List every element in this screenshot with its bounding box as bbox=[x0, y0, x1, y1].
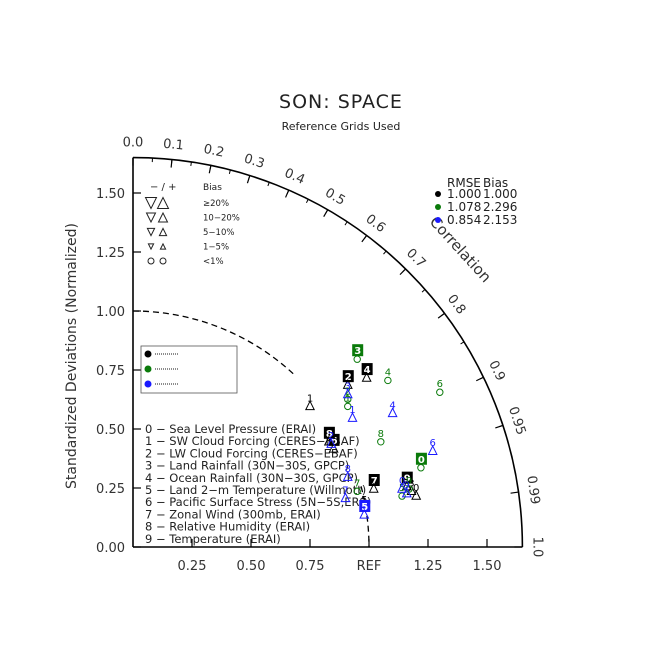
bias-legend-up-triangle bbox=[159, 213, 168, 222]
corr-minor-tick bbox=[441, 313, 444, 315]
bias-legend-up-triangle bbox=[158, 198, 169, 209]
bias-legend-label: 5−10% bbox=[203, 228, 234, 238]
chart-title: SON: SPACE bbox=[279, 91, 403, 113]
y-tick-label: 0.00 bbox=[96, 541, 125, 556]
case-legend-rmse: 1.078 bbox=[447, 200, 481, 214]
corr-minor-tick bbox=[422, 289, 425, 292]
corr-minor-tick bbox=[364, 235, 366, 238]
case-legend-dot bbox=[435, 204, 441, 210]
data-point-label: 7 bbox=[342, 485, 348, 496]
data-point-label: 1 bbox=[307, 393, 313, 404]
corr-tick-label: 0.5 bbox=[322, 186, 347, 209]
data-point-label: 6 bbox=[430, 438, 436, 449]
y-tick-label: 1.25 bbox=[96, 246, 125, 261]
bias-legend-down-triangle bbox=[148, 244, 153, 249]
corr-tick-label: 0.6 bbox=[363, 212, 389, 236]
x-tick-label: 1.50 bbox=[473, 559, 502, 574]
case-legend-bias: 1.000 bbox=[483, 187, 517, 201]
y-tick-label: 0.25 bbox=[96, 482, 125, 497]
case-legend-dot bbox=[435, 217, 441, 223]
data-point-label: 4 bbox=[389, 400, 395, 411]
bias-legend-header-right: Bias bbox=[203, 183, 222, 193]
x-tick-label: REF bbox=[357, 559, 382, 574]
x-tick-label: 0.50 bbox=[237, 559, 266, 574]
bias-legend-down-triangle bbox=[146, 198, 157, 209]
corr-tick-label: 0.4 bbox=[282, 166, 307, 188]
data-point-label: 2 bbox=[328, 431, 334, 442]
case-legend-rmse: 0.854 bbox=[447, 213, 481, 227]
case-name-legend-dot bbox=[145, 351, 152, 358]
case-legend-dot bbox=[435, 191, 441, 197]
data-point-label: 3 bbox=[345, 382, 351, 393]
bias-legend-label: ≥20% bbox=[203, 199, 229, 209]
bias-legend-label: <1% bbox=[203, 257, 224, 267]
corr-minor-tick bbox=[249, 176, 250, 180]
chart-subtitle: Reference Grids Used bbox=[282, 120, 401, 133]
bias-legend-circle bbox=[148, 258, 154, 264]
case-name-legend-dot bbox=[145, 381, 152, 388]
y-tick-label: 1.00 bbox=[96, 305, 125, 320]
case-legend-rmse: 1.000 bbox=[447, 187, 481, 201]
case-name-legend-dot bbox=[145, 366, 152, 373]
bias-legend-header: − / + bbox=[150, 182, 176, 193]
corr-minor-tick bbox=[326, 210, 328, 213]
bias-legend-circle bbox=[160, 258, 166, 264]
bias-legend-up-triangle bbox=[160, 244, 165, 249]
corr-minor-tick bbox=[345, 222, 347, 225]
case-legend-bias: 2.296 bbox=[483, 200, 517, 214]
data-point-label: 9 bbox=[404, 481, 410, 492]
x-tick-label: 0.25 bbox=[178, 559, 207, 574]
data-point-label: 1 bbox=[349, 405, 355, 416]
corr-tick bbox=[511, 492, 519, 493]
y-tick-label: 0.75 bbox=[96, 364, 125, 379]
data-point-label: 8 bbox=[345, 464, 351, 475]
x-tick-label: 1.25 bbox=[414, 559, 443, 574]
x-tick-label: 0.75 bbox=[296, 559, 325, 574]
bias-legend-label: 1−5% bbox=[203, 243, 229, 253]
corr-tick-label: 0.8 bbox=[444, 292, 468, 318]
corr-tick-label: 0.3 bbox=[242, 151, 266, 172]
case-legend-bias: 2.153 bbox=[483, 213, 517, 227]
bias-legend-up-triangle bbox=[159, 228, 166, 235]
variable-legend-item: 9 − Temperature (ERAI) bbox=[145, 532, 281, 546]
bias-legend-down-triangle bbox=[147, 213, 156, 222]
corr-minor-tick bbox=[268, 182, 269, 186]
corr-minor-tick bbox=[403, 269, 406, 272]
y-axis-label: Standardized Deviations (Normalized) bbox=[64, 223, 80, 489]
bias-legend-label: 10−20% bbox=[203, 214, 240, 224]
corr-tick-label: 0.7 bbox=[403, 246, 428, 271]
corr-minor-tick bbox=[499, 425, 503, 426]
y-tick-label: 0.50 bbox=[96, 423, 125, 438]
corr-tick-label: 0.9 bbox=[485, 358, 508, 383]
corr-minor-tick bbox=[229, 170, 230, 174]
corr-tick-label: 0.95 bbox=[505, 405, 528, 437]
corr-minor-tick bbox=[306, 199, 308, 203]
corr-minor-tick bbox=[384, 251, 387, 254]
corr-minor-tick bbox=[191, 162, 192, 166]
corr-tick-label: 0.1 bbox=[162, 137, 184, 154]
corr-tick-label: 1.0 bbox=[529, 537, 544, 558]
corr-tick-label: 0.2 bbox=[202, 142, 225, 161]
bias-legend-down-triangle bbox=[147, 228, 154, 235]
corr-minor-tick bbox=[461, 342, 464, 344]
y-tick-label: 1.50 bbox=[96, 187, 125, 202]
corr-tick-label: 0.99 bbox=[523, 475, 542, 506]
corr-tick-label: 0.0 bbox=[123, 136, 144, 151]
